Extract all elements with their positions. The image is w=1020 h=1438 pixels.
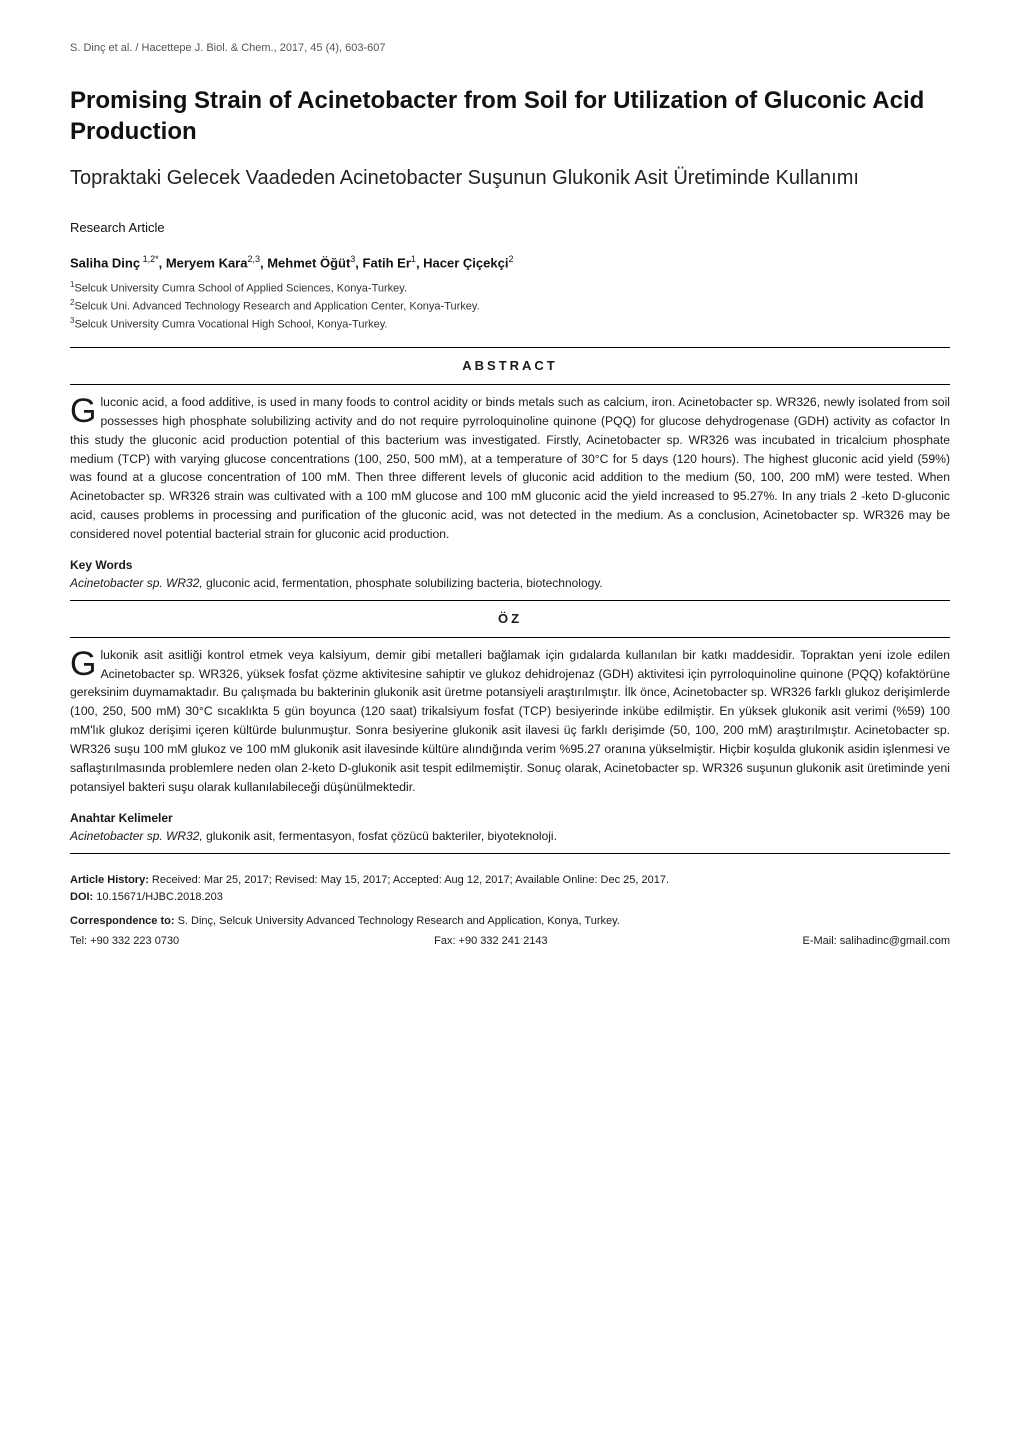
keywords-heading-tr: Anahtar Kelimeler [70, 809, 950, 827]
affiliation-2: 2Selcuk Uni. Advanced Technology Researc… [70, 297, 950, 315]
abstract-heading: ABSTRACT [70, 356, 950, 376]
affiliation-1: 1Selcuk University Cumra School of Appli… [70, 279, 950, 297]
article-type: Research Article [70, 218, 950, 238]
authors-line: Saliha Dinç 1,2*, Meryem Kara2,3, Mehmet… [70, 253, 950, 273]
article-title-en: Promising Strain of Acinetobacter from S… [70, 85, 950, 147]
affiliations: 1Selcuk University Cumra School of Appli… [70, 279, 950, 333]
divider [70, 853, 950, 854]
abstract-text: Gluconic acid, a food additive, is used … [70, 393, 950, 544]
divider [70, 637, 950, 638]
divider [70, 384, 950, 385]
abstract-body-text: luconic acid, a food additive, is used i… [70, 395, 950, 541]
article-footer: Article History: Received: Mar 25, 2017;… [70, 872, 950, 950]
fax: Fax: +90 332 241 2143 [434, 933, 547, 951]
affiliation-3: 3Selcuk University Cumra Vocational High… [70, 315, 950, 333]
keywords-heading-en: Key Words [70, 556, 950, 574]
article-history: Article History: Received: Mar 25, 2017;… [70, 872, 950, 890]
email: E-Mail: salihadinc@gmail.com [803, 933, 951, 951]
keywords-en: Acinetobacter sp. WR32, gluconic acid, f… [70, 574, 950, 592]
oz-body-text: lukonik asit asitliği kontrol etmek veya… [70, 648, 950, 794]
running-header: S. Dinç et al. / Hacettepe J. Biol. & Ch… [70, 40, 950, 57]
tel: Tel: +90 332 223 0730 [70, 933, 179, 951]
keywords-tr: Acinetobacter sp. WR32, glukonik asit, f… [70, 827, 950, 845]
oz-heading: ÖZ [70, 609, 950, 629]
contact-row: Tel: +90 332 223 0730 Fax: +90 332 241 2… [70, 933, 950, 951]
correspondence: Correspondence to: S. Dinç, Selcuk Unive… [70, 913, 950, 931]
divider [70, 600, 950, 601]
oz-dropcap: G [70, 646, 100, 680]
oz-text: Glukonik asit asitliği kontrol etmek vey… [70, 646, 950, 797]
abstract-dropcap: G [70, 393, 100, 427]
divider [70, 347, 950, 348]
doi: DOI: 10.15671/HJBC.2018.203 [70, 889, 950, 907]
article-title-tr: Topraktaki Gelecek Vaadeden Acinetobacte… [70, 165, 950, 192]
